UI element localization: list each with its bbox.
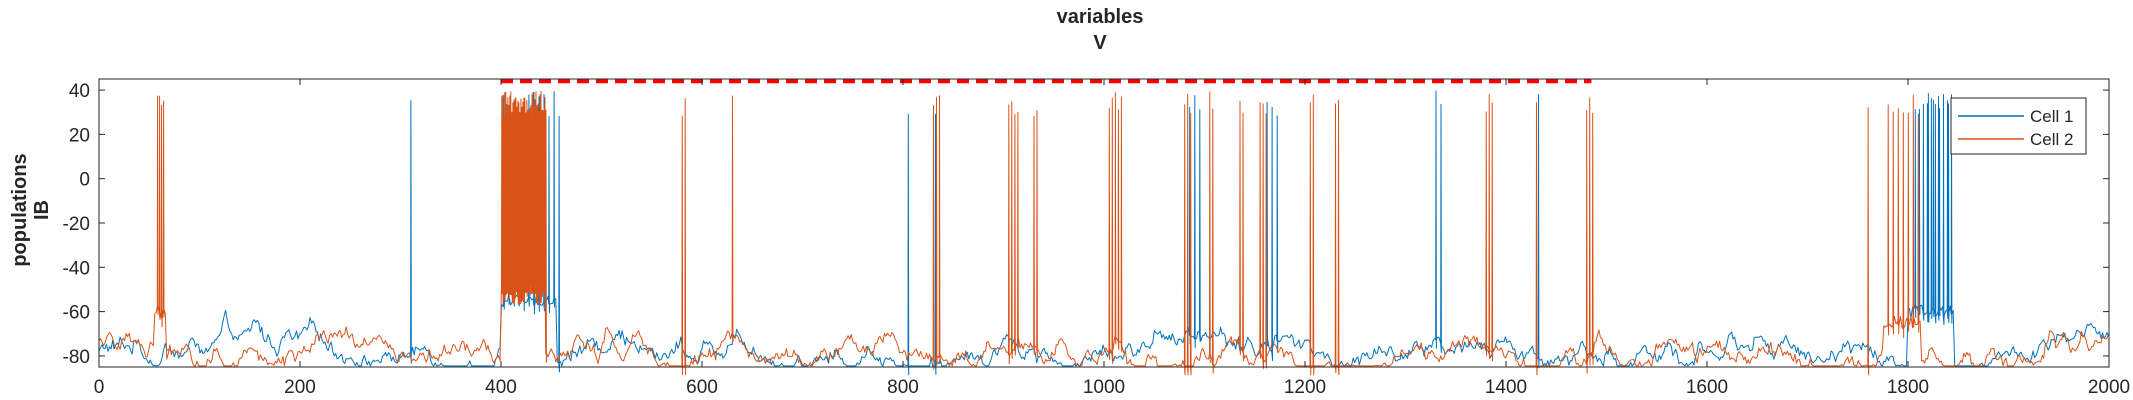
x-tick-label: 1600: [1686, 377, 1728, 398]
plot-area: 0 200 400 600 800 1000 1200 1400 1600 1800 2000-80…: [63, 78, 2130, 398]
y-tick-label: 0: [79, 170, 90, 191]
legend-label-cell-1: Cell 1: [2030, 107, 2073, 126]
x-tick-label: 1800: [1887, 377, 1929, 398]
x-tick-label: 800: [887, 377, 919, 398]
series-line-cell-2: [98, 90, 2109, 376]
y-tick-label: 40: [69, 81, 90, 102]
x-tick-label: 2000: [2088, 377, 2130, 398]
chart-title-line-2: V: [1093, 32, 1107, 54]
legend-box: [1950, 97, 2087, 155]
x-tick-label: 1400: [1485, 377, 1527, 398]
x-tick-label: 1000: [1083, 377, 1125, 398]
y-axis-label-line-1: populations: [9, 153, 31, 266]
series-line-cell-1: [98, 90, 2109, 376]
y-tick-label: -20: [63, 214, 90, 235]
legend-label-cell-2: Cell 2: [2030, 130, 2073, 149]
x-tick-label: 0: [94, 377, 105, 398]
ticks-layer: 0 200 400 600 800 1000 1200 1400 1600 1800 2000-80…: [63, 79, 2130, 398]
x-tick-label: 600: [686, 377, 718, 398]
y-axis-label-line-2: IB: [31, 200, 53, 220]
x-tick-label: 400: [485, 377, 517, 398]
x-tick-label: 1200: [1284, 377, 1326, 398]
y-tick-label: -40: [63, 258, 90, 279]
y-tick-label: -60: [63, 303, 90, 324]
legend: Cell 1 Cell 2: [1950, 97, 2087, 155]
series-layer: [98, 90, 2109, 376]
y-tick-label: -80: [63, 347, 90, 368]
x-tick-label: 200: [284, 377, 316, 398]
plot-frame: [98, 78, 2110, 368]
chart-title-line-1: variables: [1057, 6, 1144, 28]
y-tick-label: 20: [69, 125, 90, 146]
